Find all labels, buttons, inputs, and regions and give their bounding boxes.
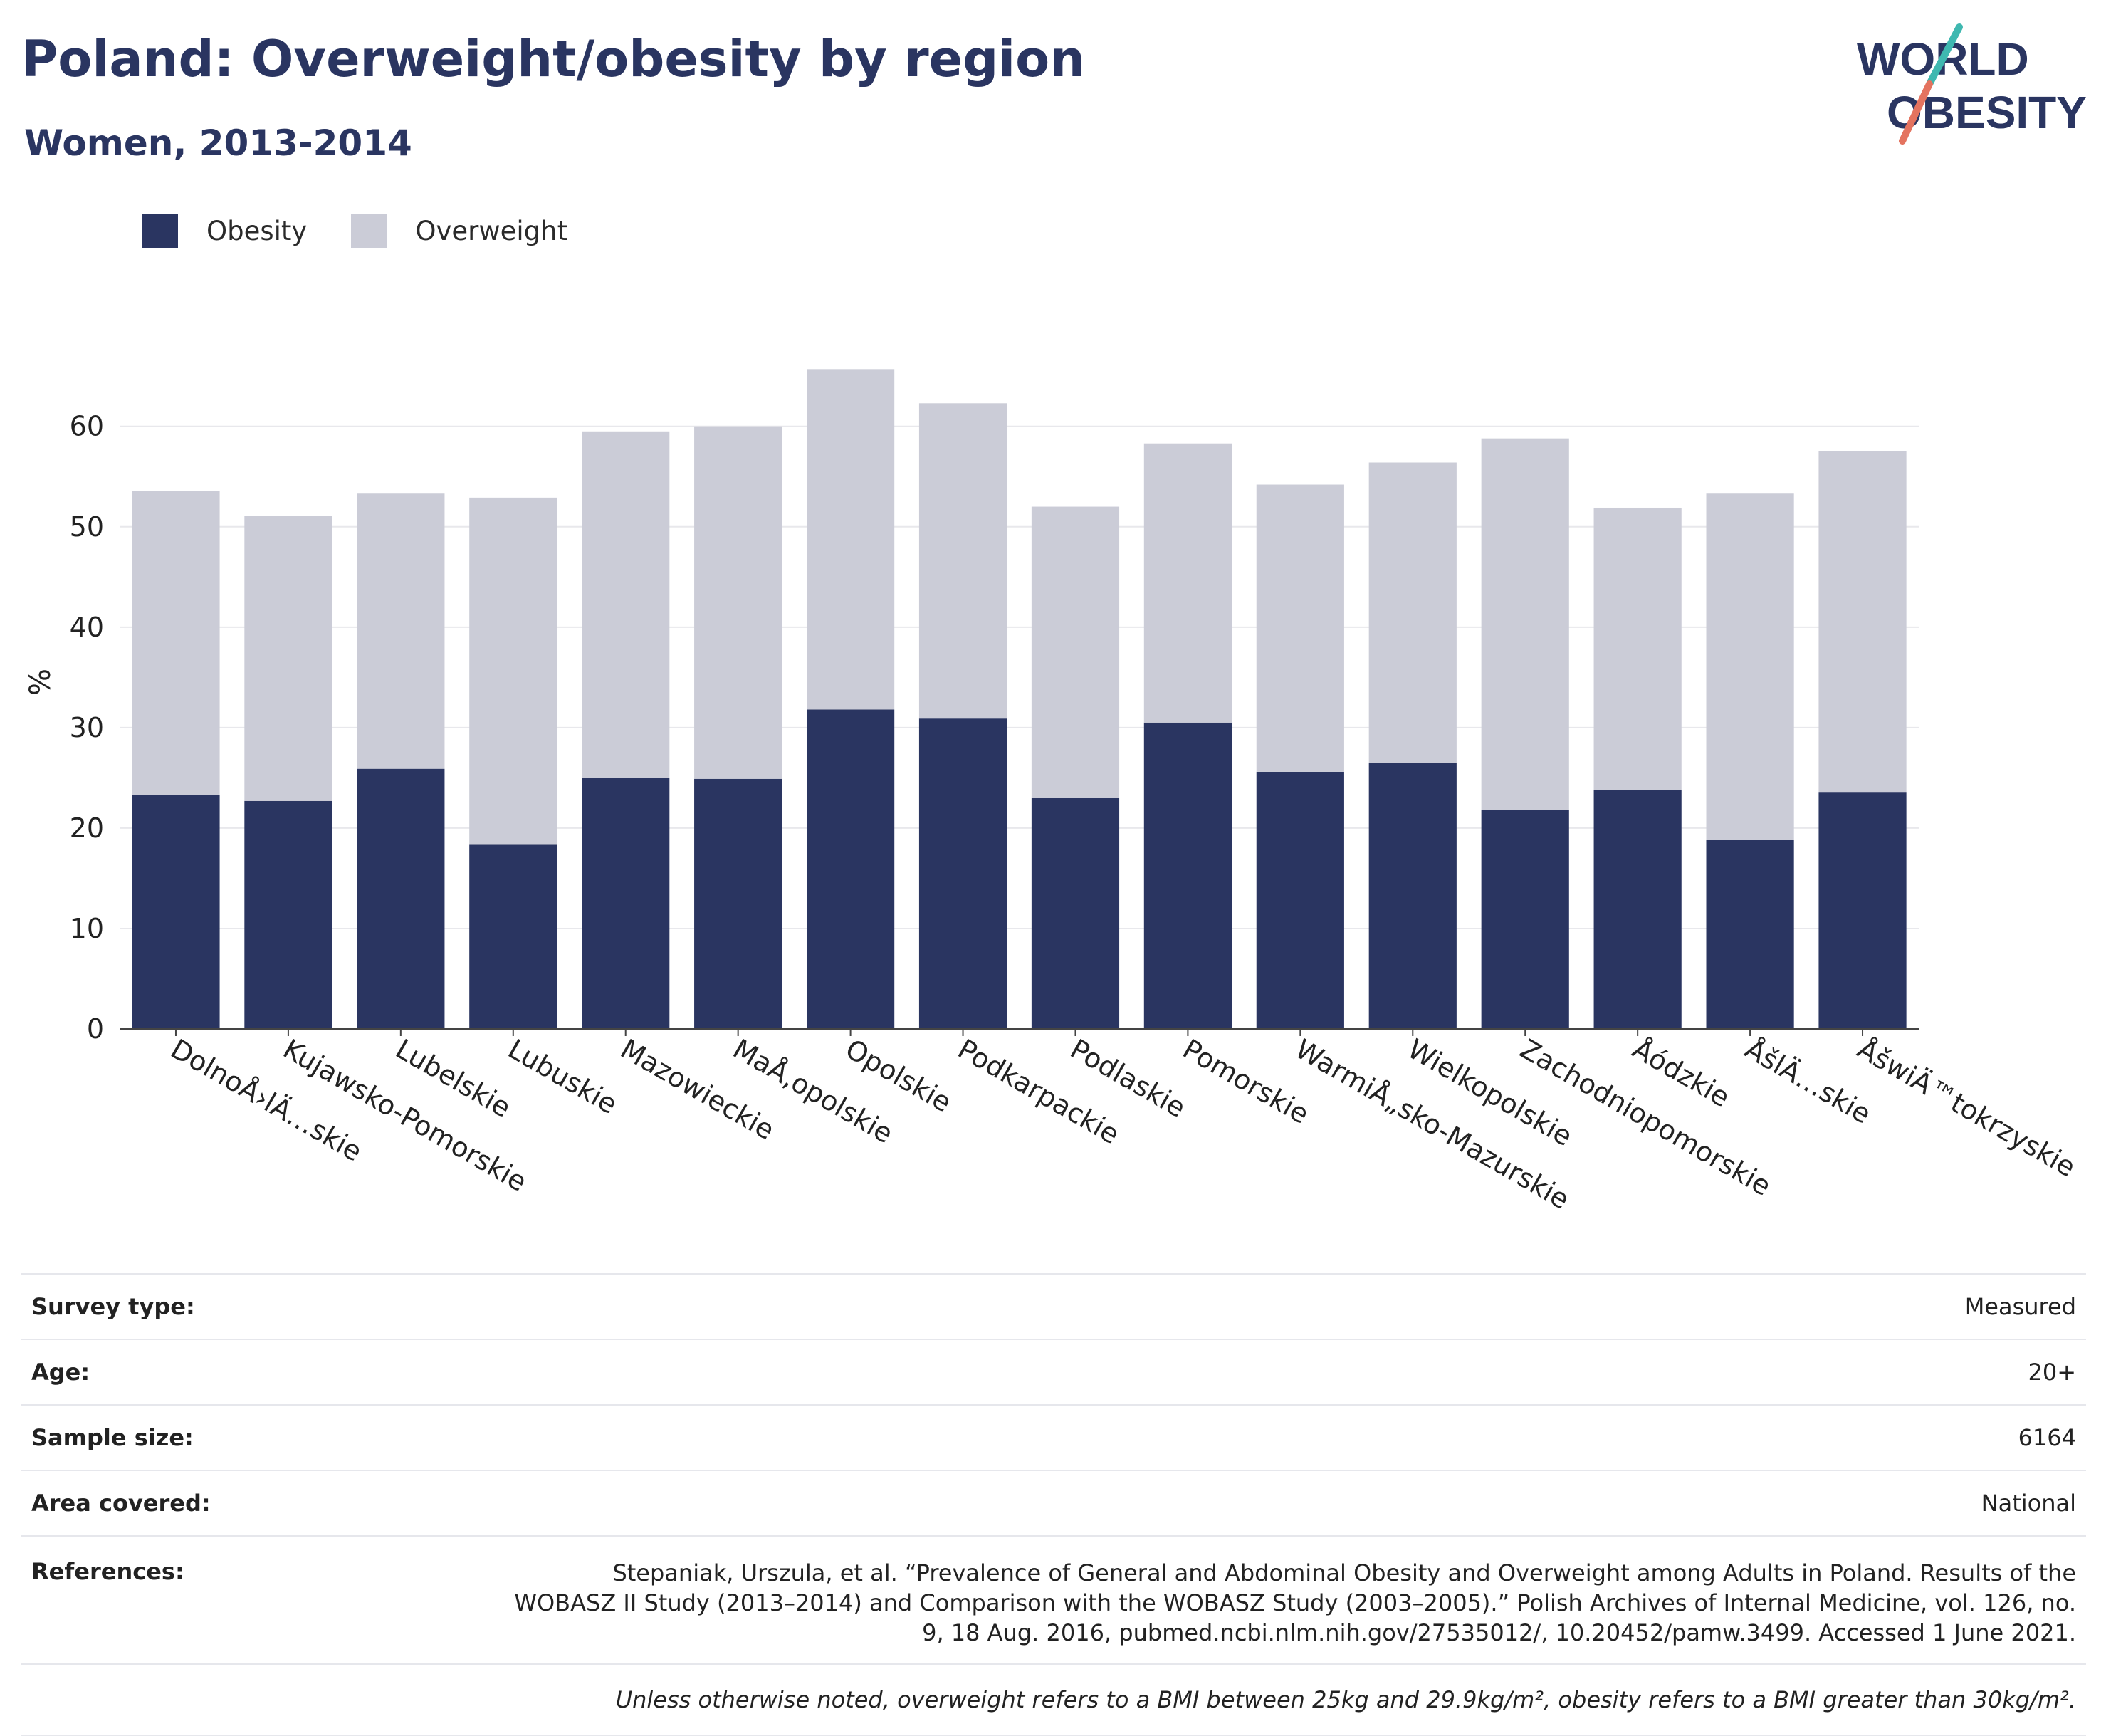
logo-slash-coral (1899, 80, 1933, 145)
bar-obesity[interactable] (1368, 763, 1457, 1029)
chart-legend: Obesity Overweight (142, 214, 612, 248)
info-row-sample-size: Sample size: 6164 (21, 1404, 2086, 1470)
legend-label-obesity: Obesity (206, 215, 308, 246)
bar-obesity[interactable] (1031, 798, 1120, 1029)
bar-obesity[interactable] (1818, 792, 1907, 1029)
bar-obesity[interactable] (1706, 840, 1794, 1029)
bar-overweight[interactable] (469, 497, 557, 845)
bar-overweight[interactable] (582, 431, 670, 778)
info-row-area-covered: Area covered: National (21, 1470, 2086, 1535)
bar-obesity[interactable] (357, 768, 445, 1029)
y-tick-label: 30 (70, 712, 104, 743)
y-tick-label: 10 (70, 913, 104, 944)
legend-swatch-overweight (351, 214, 387, 248)
bar-overweight[interactable] (694, 426, 782, 779)
y-tick-label: 20 (70, 812, 104, 844)
bar-overweight[interactable] (1481, 438, 1569, 810)
info-value: 6164 (2018, 1424, 2076, 1451)
info-row-survey-type: Survey type: Measured (21, 1273, 2086, 1339)
legend-item-overweight[interactable]: Overweight (351, 214, 567, 248)
bar-overweight[interactable] (1706, 493, 1794, 840)
x-tick-label: Lubuskie (503, 1033, 622, 1120)
bar-obesity[interactable] (244, 800, 332, 1029)
legend-swatch-obesity (142, 214, 178, 248)
y-tick-label: 40 (70, 612, 104, 643)
bar-obesity[interactable] (1593, 790, 1682, 1029)
info-label: Age: (31, 1359, 90, 1386)
x-tick-label: ÅšlÄ…skie (1740, 1033, 1877, 1130)
bar-overweight[interactable] (806, 369, 895, 710)
y-axis-label: % (24, 669, 57, 696)
bar-obesity[interactable] (582, 778, 670, 1029)
stacked-bar-chart: 0102030405060DolnoÅ›lÄ…skieKujawsko-Pomo… (24, 369, 2081, 1215)
world-obesity-logo: WORLD OBESITY (1857, 23, 2087, 145)
bars (132, 369, 1907, 1029)
bar-overweight[interactable] (244, 516, 332, 801)
bar-obesity[interactable] (1256, 771, 1344, 1029)
bar-overweight[interactable] (1593, 507, 1682, 790)
legend-label-overweight: Overweight (415, 215, 568, 246)
bar-overweight[interactable] (918, 403, 1007, 719)
info-value: Measured (1964, 1293, 2076, 1320)
info-row-age: Age: 20+ (21, 1339, 2086, 1404)
bar-obesity[interactable] (694, 778, 782, 1029)
x-tick-label: ÅšwiÄ™tokrzyskie (1853, 1033, 2081, 1183)
bar-obesity[interactable] (132, 795, 220, 1029)
legend-item-obesity[interactable]: Obesity (142, 214, 307, 248)
bar-overweight[interactable] (357, 493, 445, 769)
bar-overweight[interactable] (1031, 506, 1120, 798)
info-value: 20+ (2028, 1359, 2076, 1386)
page-subtitle: Women, 2013-2014 (24, 122, 412, 164)
y-tick-label: 0 (87, 1013, 104, 1045)
logo-line2: OBESITY (1887, 87, 2087, 138)
bar-overweight[interactable] (132, 491, 220, 795)
bar-obesity[interactable] (806, 709, 895, 1029)
references-text: Stepaniak, Urszula, et al. “Prevalence o… (514, 1559, 2076, 1646)
x-tick-label: DolnoÅ›lÄ…skie (165, 1033, 367, 1168)
bar-overweight[interactable] (1256, 484, 1344, 772)
info-label: Sample size: (31, 1424, 194, 1451)
info-label: References: (31, 1558, 184, 1585)
logo-slash-teal (1926, 23, 1963, 88)
y-tick-label: 50 (70, 511, 104, 543)
bar-obesity[interactable] (1143, 722, 1232, 1029)
info-row-references: References: Stepaniak, Urszula, et al. “… (21, 1535, 2086, 1663)
bar-overweight[interactable] (1368, 462, 1457, 763)
bar-obesity[interactable] (469, 844, 557, 1029)
page-title: Poland: Overweight/obesity by region (21, 30, 1086, 88)
info-label: Area covered: (31, 1490, 211, 1517)
bar-overweight[interactable] (1818, 451, 1907, 793)
definition-note: Unless otherwise noted, overweight refer… (21, 1663, 2086, 1736)
info-label: Survey type: (31, 1293, 195, 1320)
info-value: National (1981, 1490, 2076, 1517)
survey-info-table: Survey type: Measured Age: 20+ Sample si… (21, 1273, 2086, 1736)
x-tick-label: Pomorskie (1178, 1033, 1314, 1130)
y-tick-label: 60 (70, 411, 104, 442)
bar-obesity[interactable] (1481, 810, 1569, 1029)
bar-overweight[interactable] (1143, 443, 1232, 723)
bar-obesity[interactable] (918, 718, 1007, 1029)
